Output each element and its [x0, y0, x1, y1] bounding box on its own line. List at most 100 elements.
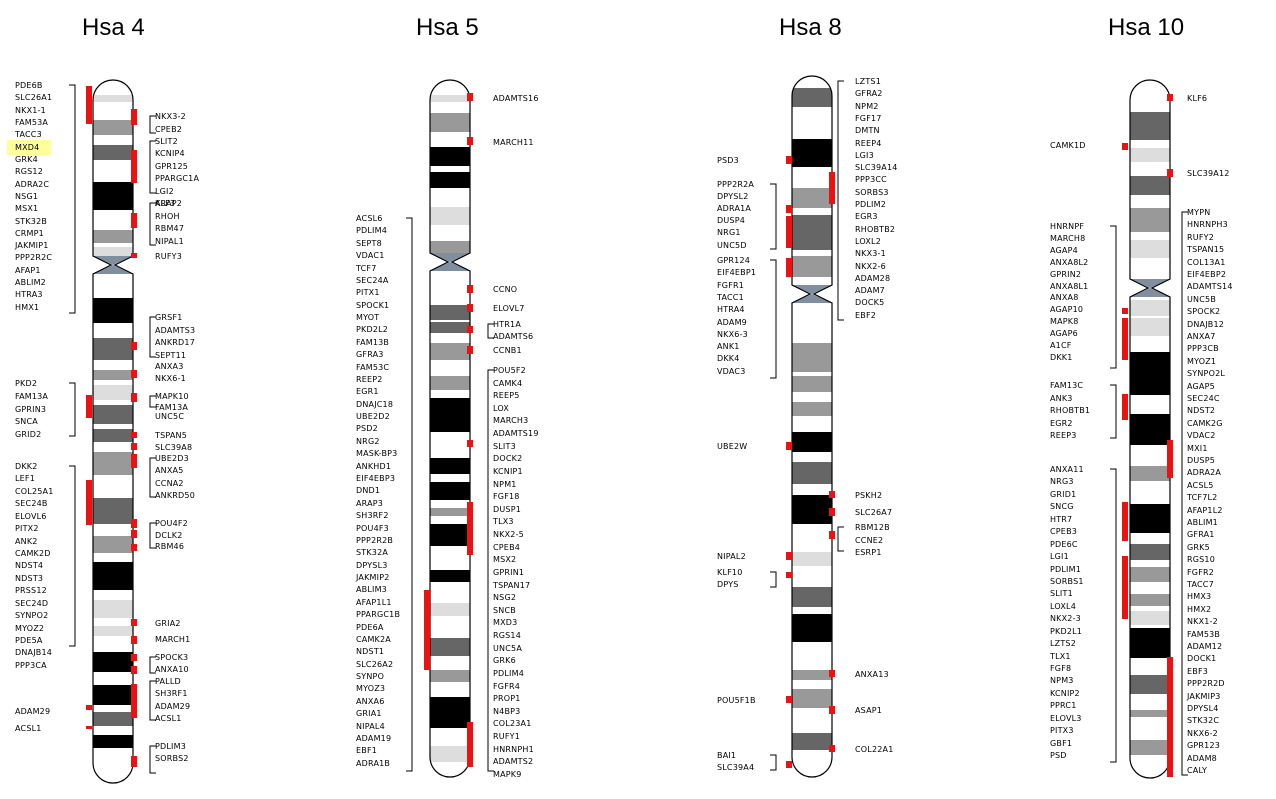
gene-label: JAKMIP1 [15, 241, 49, 251]
gene-label: PDE6C [1050, 539, 1078, 549]
gene-label: SYNPO [356, 672, 385, 682]
gene-label: ADAM29 [155, 701, 191, 711]
gene-label: SLIT3 [493, 441, 516, 451]
gene-label: NKX2-5 [493, 530, 524, 540]
gene-label: DOCK1 [1187, 654, 1217, 664]
gene-marker [1167, 169, 1173, 177]
gene-label: LGI1 [1050, 552, 1069, 562]
gene-label: UBE2W [717, 442, 748, 451]
band [93, 652, 133, 672]
gene-bracket [837, 526, 844, 552]
gene-label: SPOCK2 [1187, 307, 1221, 317]
gene-label: MAPK9 [493, 769, 522, 779]
gene-label: ARAP2 [155, 199, 183, 208]
gene-label: SNCG [1050, 502, 1074, 512]
bands-hsa8 [792, 88, 832, 750]
gene-label: RBM12B [855, 523, 890, 532]
gene-label: SLC26A7 [855, 508, 893, 517]
gene-label: SORBS3 [855, 187, 889, 197]
band [1130, 504, 1170, 533]
gene-label: PITX3 [1050, 726, 1074, 736]
gene-marker [829, 745, 835, 752]
gene-label: DKK1 [1050, 352, 1073, 362]
gene-label: MARCH8 [1050, 233, 1086, 243]
gene-label: EIF4EBP1 [717, 268, 757, 278]
centromere-hsa5 [430, 253, 470, 262]
gene-label: ACSL5 [1187, 480, 1214, 490]
band [1130, 318, 1170, 336]
gene-label: COL23A1 [493, 719, 532, 729]
gene-label: SH3RF2 [356, 511, 389, 521]
gene-marker [467, 346, 473, 354]
band [430, 398, 470, 432]
band [93, 95, 133, 102]
gene-label: SLC39A12 [1187, 169, 1230, 178]
gene-label: ABLIM2 [15, 278, 46, 288]
band [93, 385, 133, 400]
gene-marker [467, 326, 473, 333]
gene-label: NKX2-6 [855, 261, 886, 271]
gene-label: AFAP1L2 [1187, 505, 1223, 515]
gene-label: FAM53C [356, 362, 390, 372]
gene-label: EGR3 [855, 212, 878, 222]
band [792, 188, 832, 208]
gene-marker [86, 726, 92, 729]
band [1130, 628, 1170, 658]
gene-label: TACC7 [1187, 580, 1214, 589]
gene-label: DKK4 [717, 354, 740, 364]
gene-bracket [149, 140, 156, 194]
gene-label: RGS14 [493, 631, 522, 641]
gene-label: SLC26A2 [356, 659, 394, 669]
gene-label: PITX2 [15, 524, 39, 534]
gene-label: ADAMTS14 [1187, 282, 1233, 292]
gene-label: PKD2 [15, 379, 38, 388]
gene-label: UNC5D [717, 240, 747, 250]
gene-label: NDST1 [356, 647, 385, 657]
gene-label: GFRA3 [356, 350, 384, 360]
band [1130, 544, 1170, 560]
gene-label: PPP2R2C [15, 253, 53, 263]
gene-bracket [487, 369, 494, 772]
gene-label: STK32B [15, 216, 48, 226]
bands-hsa4 [93, 95, 133, 748]
gene-label: PSD3 [717, 156, 739, 165]
gene-label: TCF7L2 [1187, 493, 1218, 503]
gene-label: NDST2 [1187, 406, 1216, 416]
gene-bracket [406, 217, 413, 772]
gene-label: SORBS1 [1050, 576, 1084, 586]
gene-label: FGF18 [493, 492, 520, 502]
gene-label: RUFY2 [1187, 232, 1214, 242]
gene-label: GRIA1 [356, 709, 382, 719]
gene-label: ADRA2C [15, 179, 50, 189]
gene-label: ANXA3 [155, 362, 184, 371]
gene-label: GPR125 [155, 161, 189, 171]
band [93, 626, 133, 636]
gene-label: PDLIM3 [155, 742, 186, 751]
gene-label: ANXA8 [1050, 293, 1079, 303]
gene-label: SORBS2 [155, 754, 189, 764]
gene-marker [86, 86, 92, 124]
band [430, 570, 470, 582]
gene-label: KLF6 [1187, 94, 1208, 103]
band [430, 322, 470, 333]
band [430, 697, 470, 728]
gene-label: ELOVL3 [1050, 713, 1082, 723]
gene-label: PRSS12 [15, 586, 47, 596]
gene-label: UNC5B [1187, 294, 1217, 304]
gene-marker [1122, 143, 1128, 150]
gene-label: EBF1 [356, 746, 378, 756]
gene-label: NRG3 [1050, 477, 1074, 487]
gene-label: DMTN [855, 126, 880, 136]
gene-label: PSD2 [356, 424, 378, 434]
gene-label: KCNIP2 [1050, 688, 1080, 698]
gene-marker [467, 285, 473, 293]
gene-bracket [149, 457, 156, 498]
band [430, 670, 470, 682]
gene-label: ACSL1 [15, 724, 42, 733]
gene-label: SPOCK1 [356, 300, 390, 310]
gene-label: FAM53B [1187, 629, 1221, 639]
gene-label: CPEB3 [1050, 527, 1078, 537]
gene-label: MXD3 [493, 618, 518, 628]
gene-marker [131, 544, 137, 551]
band [792, 88, 832, 107]
